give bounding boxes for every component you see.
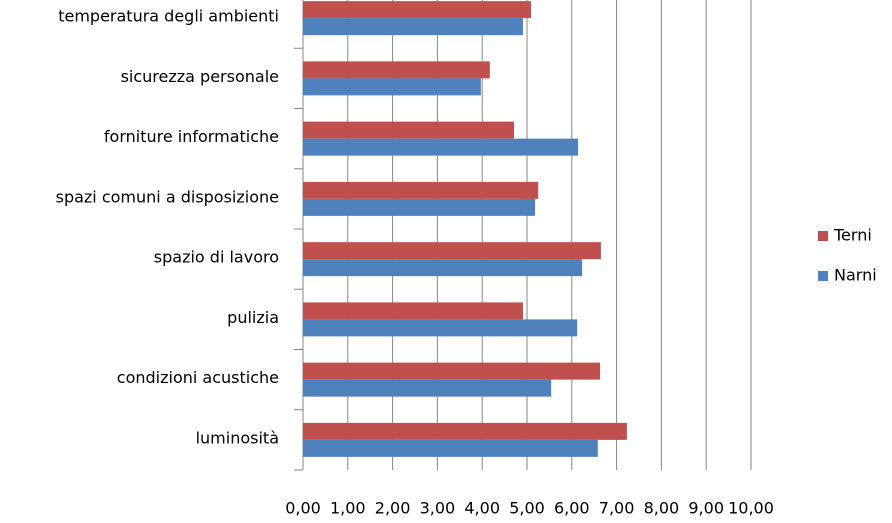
x-tick-label: 5,00 xyxy=(509,499,545,518)
bar xyxy=(303,18,523,36)
bar xyxy=(303,78,481,96)
x-tick-label: 0,00 xyxy=(285,499,321,518)
y-tick-label: temperatura degli ambienti xyxy=(58,7,279,26)
legend-swatch xyxy=(818,231,828,241)
x-tick-label: 8,00 xyxy=(644,499,680,518)
bar xyxy=(303,362,601,380)
x-tick-label: 1,00 xyxy=(330,499,366,518)
bar xyxy=(303,1,532,19)
bar xyxy=(303,242,601,260)
bar xyxy=(303,422,627,440)
legend-label: Narni xyxy=(834,266,877,285)
bar xyxy=(303,439,598,457)
x-tick-label: 7,00 xyxy=(599,499,635,518)
y-tick-label: sicurezza personale xyxy=(121,67,279,86)
legend-label: Terni xyxy=(833,226,872,245)
bar xyxy=(303,138,579,156)
bar xyxy=(303,61,490,79)
legend-swatch xyxy=(818,271,828,281)
y-tick-label: luminosità xyxy=(196,428,279,447)
x-tick-label: 10,00 xyxy=(728,499,774,518)
x-tick-label: 9,00 xyxy=(688,499,724,518)
x-tick-label: 3,00 xyxy=(420,499,456,518)
bar xyxy=(303,121,515,139)
x-tick-label: 4,00 xyxy=(464,499,500,518)
bar xyxy=(303,181,539,199)
bar xyxy=(303,198,536,216)
y-tick-label: spazi comuni a disposizione xyxy=(56,187,279,206)
bar xyxy=(303,379,552,397)
bar xyxy=(303,302,523,320)
y-tick-label: condizioni acustiche xyxy=(117,368,279,387)
x-tick-label: 2,00 xyxy=(375,499,411,518)
x-tick-label: 6,00 xyxy=(554,499,590,518)
y-tick-label: spazio di lavoro xyxy=(154,248,279,267)
y-tick-label: pulizia xyxy=(227,308,279,327)
bar xyxy=(303,259,583,277)
bar xyxy=(303,319,578,337)
y-tick-label: forniture informatiche xyxy=(104,127,279,146)
